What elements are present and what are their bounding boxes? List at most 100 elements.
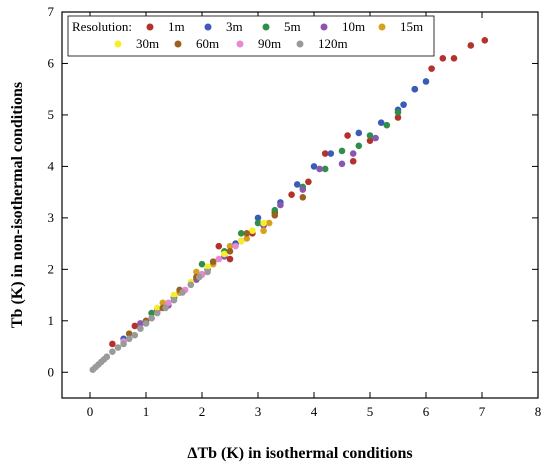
data-point [109, 348, 116, 355]
data-point [109, 340, 116, 348]
data-point [215, 242, 223, 250]
legend-item-60m: 60m [174, 36, 219, 51]
data-point [204, 268, 211, 276]
data-point [226, 255, 234, 263]
data-point [349, 150, 357, 157]
data-point [170, 296, 178, 304]
data-point [148, 309, 155, 317]
data-point [344, 132, 351, 139]
data-point [193, 268, 200, 276]
legend-label: 10m [342, 19, 365, 34]
x-tick-label: 5 [367, 404, 374, 419]
data-point [305, 178, 312, 186]
data-point [243, 230, 251, 237]
legend-marker [320, 23, 328, 31]
y-tick-label: 2 [48, 261, 55, 276]
data-point [428, 65, 435, 72]
data-point [165, 299, 172, 307]
data-point [366, 137, 374, 144]
x-tick-label: 2 [199, 404, 206, 419]
data-point [148, 314, 155, 322]
legend-item-5m: 5m [262, 19, 301, 34]
legend-marker [236, 40, 244, 48]
legend-label: 5m [284, 19, 301, 34]
data-point [153, 309, 161, 317]
data-point [355, 142, 363, 150]
x-tick-label: 3 [255, 404, 262, 419]
data-point [153, 304, 161, 312]
data-point [394, 109, 402, 116]
data-point [114, 344, 122, 351]
legend-marker [114, 40, 122, 48]
data-point [254, 219, 262, 227]
data-point [271, 206, 279, 214]
data-point [125, 335, 133, 343]
y-tick-label: 5 [48, 107, 55, 122]
data-point [198, 260, 206, 268]
data-point [226, 248, 234, 255]
data-point [355, 129, 363, 137]
data-point [237, 237, 245, 245]
data-point [209, 258, 217, 265]
legend-item-30m: 30m [114, 36, 159, 51]
x-tick-label: 1 [143, 404, 150, 419]
data-point [243, 235, 251, 242]
y-tick-label: 1 [48, 313, 55, 328]
data-point [137, 320, 144, 327]
legend-label: 30m [136, 36, 159, 51]
data-point [195, 273, 203, 281]
data-point [254, 214, 262, 222]
data-point [131, 322, 139, 330]
data-point [299, 193, 307, 201]
data-point [372, 134, 379, 142]
y-axis-title: Tb (K) in non-isothermal conditions [9, 82, 26, 328]
data-point [349, 157, 357, 165]
data-point [137, 325, 144, 332]
data-point [321, 165, 329, 173]
data-point [277, 201, 284, 209]
data-point [221, 250, 228, 258]
data-point [481, 37, 489, 44]
data-point [400, 101, 407, 108]
legend-item-120m: 120m [296, 36, 348, 51]
legend-marker [174, 40, 182, 48]
data-point [467, 42, 475, 49]
data-point [260, 227, 267, 235]
legend-marker [146, 23, 154, 31]
data-point [299, 186, 307, 193]
data-point [249, 227, 256, 235]
data-point [366, 132, 374, 139]
data-point [125, 330, 133, 337]
legend-item-3m: 3m [204, 19, 243, 34]
data-point [411, 85, 419, 93]
data-point [377, 119, 385, 126]
data-point [450, 55, 458, 62]
data-point [204, 263, 211, 271]
legend-marker [296, 40, 304, 48]
data-point [142, 320, 150, 327]
data-point [159, 299, 167, 307]
x-tick-label: 8 [535, 404, 542, 419]
plot-area [61, 11, 539, 399]
data-points [89, 37, 489, 373]
data-point [237, 230, 245, 237]
data-point [179, 289, 186, 296]
data-point [162, 304, 169, 312]
data-point [215, 255, 223, 263]
data-point [226, 242, 234, 250]
axis-ticks: 0 1 2 3 4 5 6 7 8 0 1 2 3 4 5 6 7 [48, 4, 542, 419]
x-tick-label: 6 [423, 404, 430, 419]
data-point [383, 121, 391, 129]
data-point [187, 281, 195, 289]
legend-title: Resolution: [72, 19, 132, 34]
x-axis-title: ΔTb (K) in isothermal conditions [187, 445, 412, 462]
legend-item-90m: 90m [236, 36, 281, 51]
x-tick-label: 0 [87, 404, 94, 419]
legend-marker [378, 23, 386, 31]
legend-label: 3m [226, 19, 243, 34]
x-tick-label: 7 [479, 404, 486, 419]
legend-item-10m: 10m [320, 19, 365, 34]
data-point [103, 353, 111, 361]
data-point [293, 181, 301, 188]
